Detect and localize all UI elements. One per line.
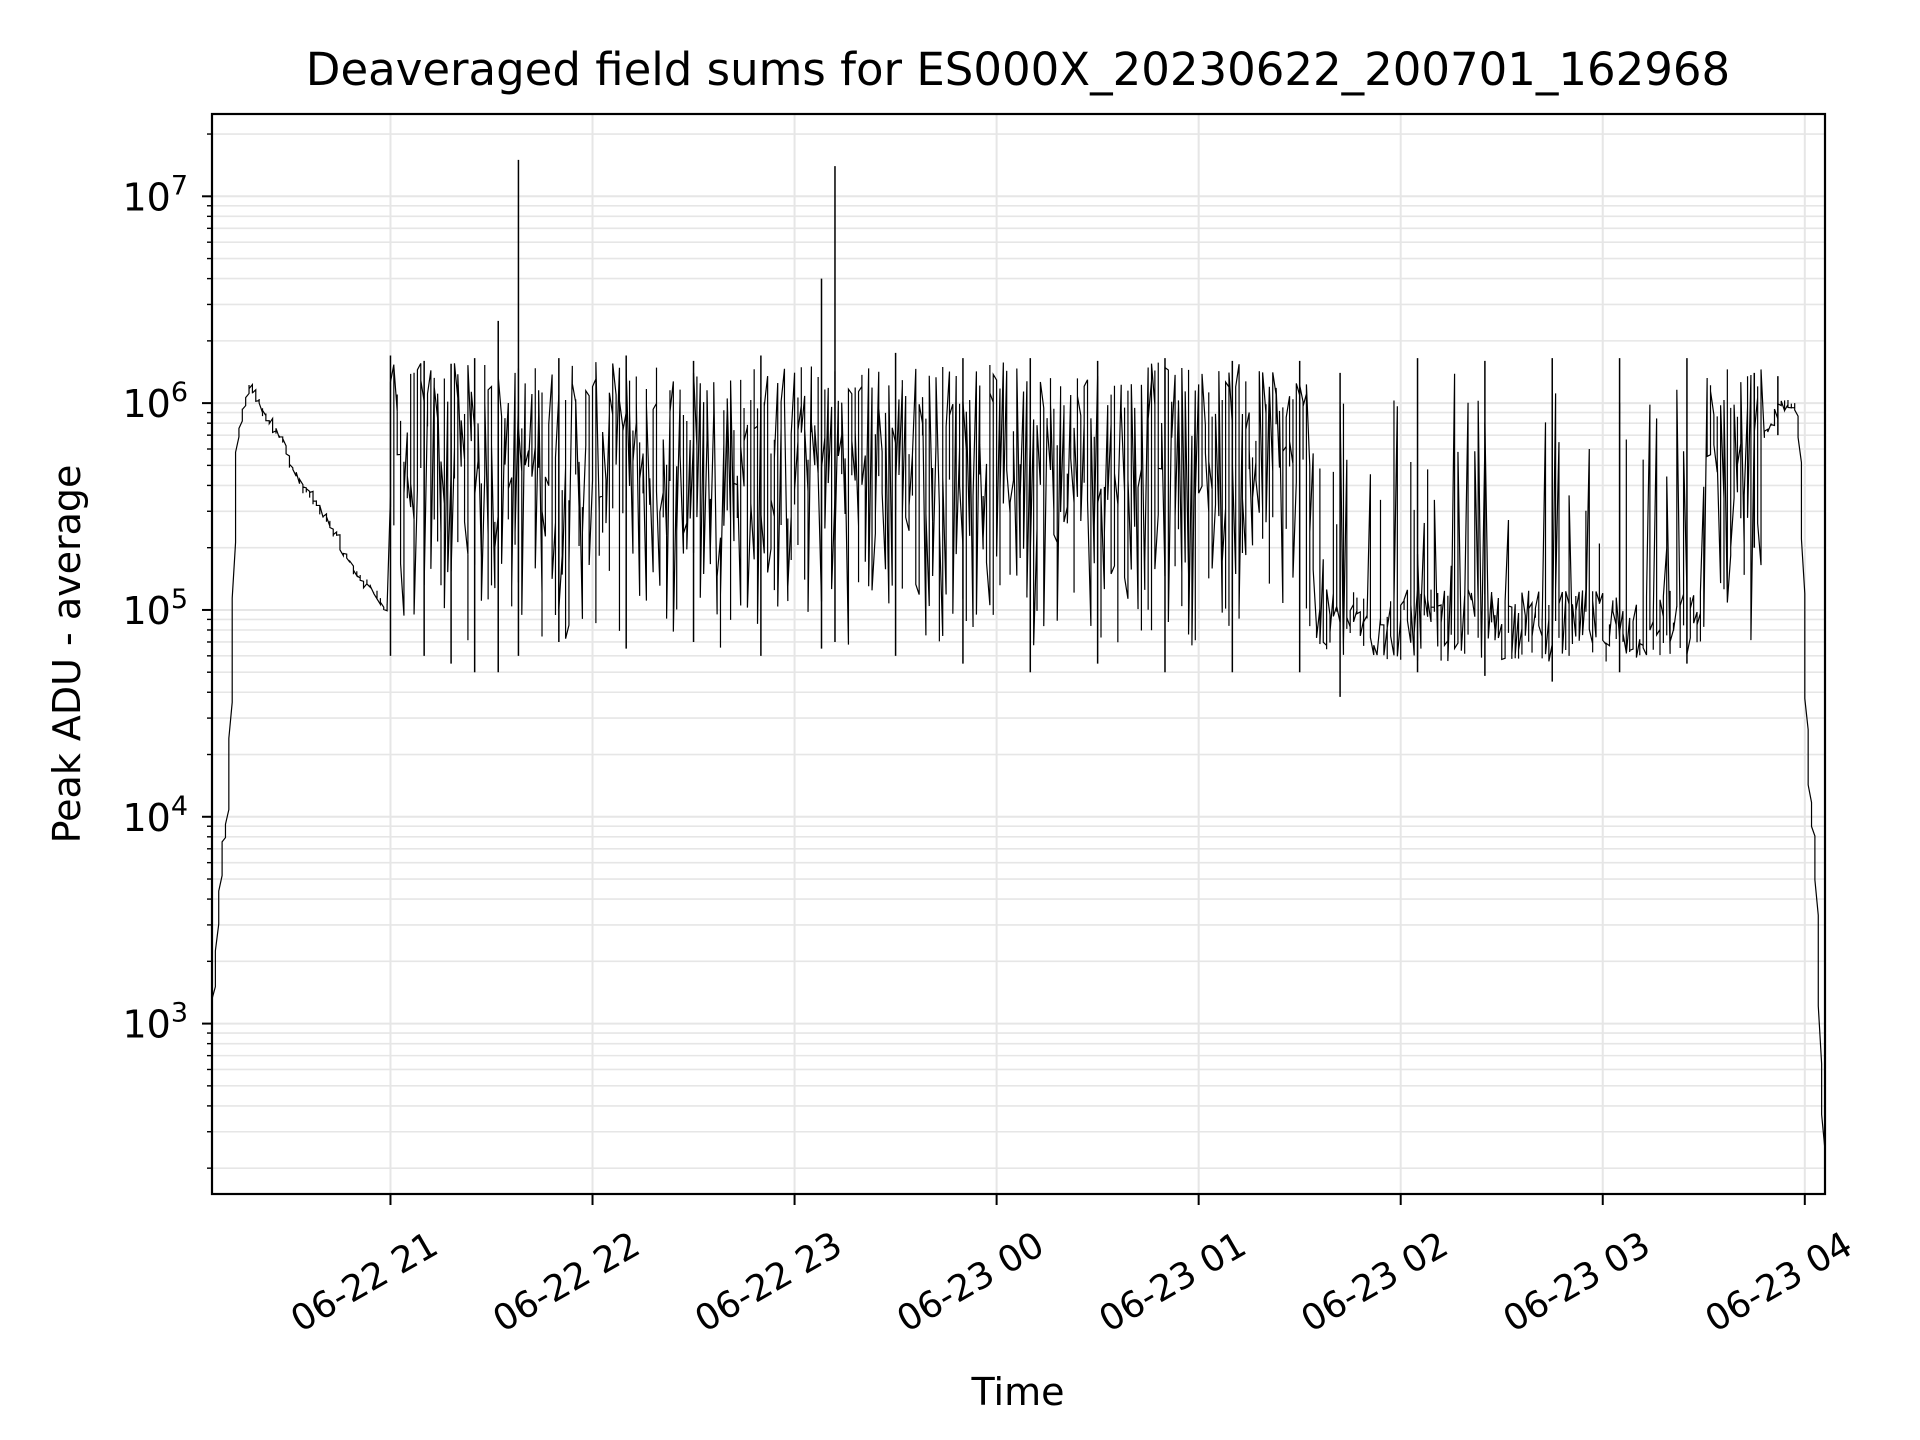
x-tick-label: 06-23 03 [1497, 1224, 1658, 1340]
y-axis-label: Peak ADU - average [45, 465, 89, 844]
y-tick-label: 104 [122, 791, 188, 840]
grid-lines [212, 114, 1825, 1194]
x-axis-label: Time [971, 1370, 1065, 1414]
x-tick-label: 06-22 23 [688, 1224, 849, 1340]
x-axis-ticks: 06-22 21 06-22 22 06-22 23 06-23 00 06-23 01… [284, 1194, 1859, 1341]
x-tick-label: 06-23 04 [1699, 1224, 1860, 1340]
x-tick-label: 06-22 21 [284, 1224, 445, 1340]
x-tick-label: 06-22 22 [486, 1224, 647, 1340]
y-axis-ticks: 103 104 105 106 107 [122, 133, 212, 1169]
chart-title: Deaveraged field sums for ES000X_2023062… [306, 43, 1730, 96]
x-tick-label: 06-23 02 [1295, 1224, 1456, 1340]
y-tick-label: 103 [122, 998, 188, 1047]
y-tick-label: 105 [122, 584, 188, 633]
x-tick-label: 06-23 01 [1092, 1224, 1253, 1340]
y-tick-label: 106 [122, 377, 188, 426]
x-tick-label: 06-23 00 [890, 1224, 1051, 1340]
series-layer [211, 159, 1826, 1151]
y-tick-label: 107 [122, 170, 188, 219]
series-line [211, 362, 1826, 1151]
plot-frame [210, 112, 1827, 1196]
